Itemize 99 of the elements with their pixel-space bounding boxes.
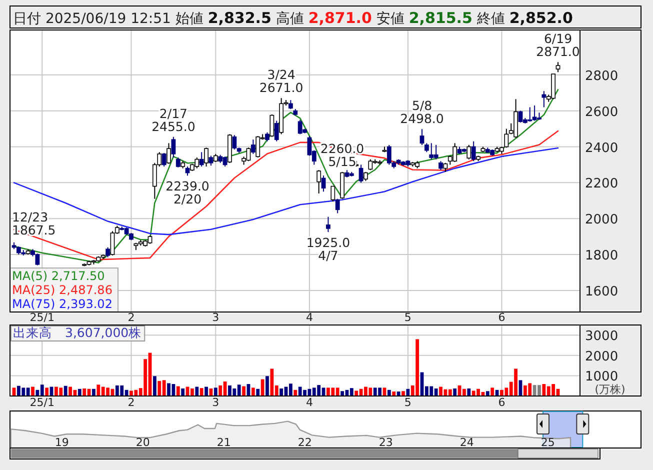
candlestick bbox=[542, 90, 546, 108]
x-tick-label: 3 bbox=[212, 311, 220, 324]
bar bbox=[256, 388, 260, 396]
candlestick bbox=[166, 142, 171, 164]
bar bbox=[350, 388, 354, 396]
y-tick-label: 2600 bbox=[585, 104, 618, 120]
x-tick-label: 22 bbox=[298, 436, 312, 449]
x-tick-label: 4 bbox=[306, 396, 313, 409]
bar bbox=[486, 391, 490, 396]
bar bbox=[218, 385, 222, 396]
x-tick-label: 6 bbox=[498, 311, 506, 324]
bar bbox=[251, 388, 255, 396]
candlestick bbox=[204, 147, 208, 168]
annotation: 2239.0 2/20 bbox=[166, 178, 210, 207]
x-tick-label: 2 bbox=[128, 396, 135, 409]
candlestick bbox=[106, 246, 110, 258]
candlestick bbox=[208, 155, 214, 166]
bar bbox=[176, 386, 180, 396]
bar bbox=[453, 388, 457, 396]
bar bbox=[181, 388, 185, 396]
candlestick bbox=[330, 186, 336, 202]
chart-title: 日付 2025/06/19 12:51 始値 2,832.5 高値 2,871.0 安値 2,815.5 終値 2,852.0 bbox=[13, 9, 573, 27]
annotation: 6/19 2871.0 bbox=[536, 31, 580, 60]
bar bbox=[354, 390, 358, 396]
bar bbox=[64, 386, 68, 396]
candlestick bbox=[316, 170, 322, 194]
bar bbox=[266, 376, 269, 396]
bar bbox=[288, 384, 292, 396]
candlestick bbox=[176, 157, 180, 168]
bar bbox=[280, 388, 284, 396]
bar bbox=[78, 388, 82, 396]
annotation: 5/8 2498.0 bbox=[400, 98, 444, 126]
candlestick bbox=[556, 62, 560, 73]
y-tick-label: 1600 bbox=[585, 284, 618, 300]
y-axis-title: (万株) bbox=[594, 383, 626, 396]
bar bbox=[294, 390, 298, 396]
candlestick bbox=[326, 216, 330, 233]
candlestick bbox=[420, 128, 424, 146]
x-tick-label: 5 bbox=[404, 396, 412, 409]
candlestick bbox=[171, 136, 176, 158]
x-tick-label: 3 bbox=[212, 396, 220, 409]
x-tick-label: 20 bbox=[136, 436, 150, 449]
candlestick bbox=[250, 139, 256, 154]
candlestick bbox=[471, 140, 476, 162]
annotation: 出来高 3,607,000株 bbox=[13, 325, 142, 340]
candlestick bbox=[199, 152, 204, 168]
bar bbox=[242, 386, 246, 396]
bar bbox=[387, 390, 391, 396]
x-tick-label: 6 bbox=[498, 396, 506, 409]
x-tick-label: 19 bbox=[54, 436, 69, 449]
bar bbox=[45, 388, 49, 396]
series-label: MA(25) 2,487.86 bbox=[12, 283, 112, 297]
x-tick-label: 5 bbox=[404, 311, 412, 324]
x-tick-label: 21 bbox=[216, 436, 231, 449]
x-tick-label: 25/1 bbox=[30, 396, 54, 409]
annotation: 1925.0 4/7 bbox=[306, 235, 350, 264]
bar bbox=[195, 386, 199, 396]
candlestick bbox=[270, 114, 274, 138]
series-label: MA(5) 2,717.50 bbox=[12, 269, 105, 283]
bar bbox=[214, 388, 218, 396]
y-tick-label: 2400 bbox=[585, 140, 618, 156]
candlestick bbox=[358, 164, 364, 184]
bar bbox=[31, 386, 34, 396]
y-tick-label: 3000 bbox=[585, 329, 618, 344]
bar bbox=[260, 379, 264, 396]
candlestick bbox=[162, 152, 166, 168]
y-tick-label: 2000 bbox=[585, 349, 618, 364]
x-tick-label: 24 bbox=[460, 436, 474, 449]
candlestick bbox=[335, 198, 340, 214]
bar bbox=[406, 388, 410, 396]
bar bbox=[490, 388, 494, 396]
bar bbox=[82, 388, 86, 396]
candlestick bbox=[274, 120, 279, 142]
annotation: 2/17 2455.0 bbox=[152, 106, 196, 134]
text: MA(75) 2,393.02 bbox=[12, 297, 112, 311]
candlestick bbox=[321, 174, 326, 192]
x-tick-label: 2 bbox=[128, 311, 135, 324]
annotation: 12/23 1867.5 bbox=[12, 209, 56, 238]
candlestick bbox=[466, 144, 472, 160]
x-tick-label: 25 bbox=[540, 436, 555, 449]
y-tick-label: 1800 bbox=[585, 248, 618, 264]
x-tick-label: 23 bbox=[378, 436, 393, 449]
bar bbox=[396, 392, 400, 396]
bar bbox=[402, 391, 405, 396]
line-series bbox=[13, 130, 559, 260]
annotation: 3/24 2671.0 bbox=[259, 67, 304, 96]
y-tick-label: 2200 bbox=[585, 176, 618, 192]
x-tick-label: 4 bbox=[306, 311, 313, 324]
bar bbox=[200, 388, 204, 396]
bar bbox=[467, 388, 471, 396]
y-tick-label: 2000 bbox=[585, 212, 618, 228]
y-tick-label: 2800 bbox=[585, 68, 618, 84]
bar bbox=[392, 392, 396, 396]
y-tick-label: 1000 bbox=[585, 370, 618, 385]
candlestick bbox=[504, 128, 509, 148]
bar bbox=[92, 388, 96, 396]
bar bbox=[152, 376, 156, 396]
x-tick-label: 25/1 bbox=[30, 311, 54, 324]
bar bbox=[204, 386, 208, 396]
